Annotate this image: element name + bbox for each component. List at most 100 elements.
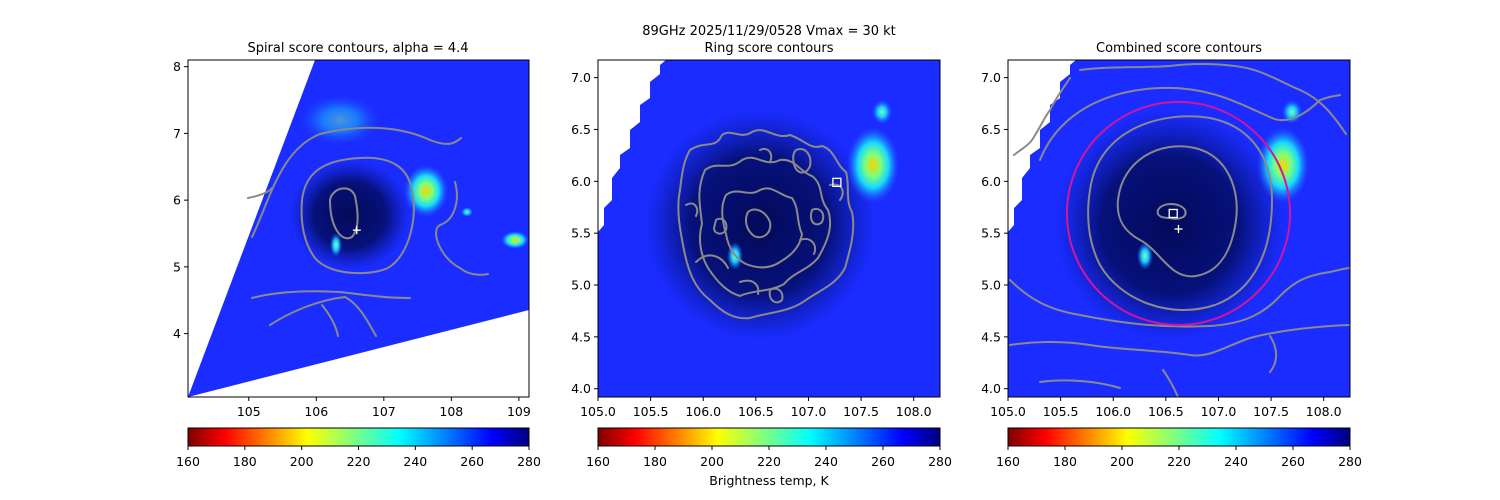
spiral-cyan-spot bbox=[330, 233, 342, 257]
combined-center-plus-marker bbox=[1174, 225, 1183, 234]
ring-ytick-label: 7.0 bbox=[571, 70, 591, 85]
ring-south-band bbox=[598, 318, 940, 397]
ring-ytick-label: 5.5 bbox=[571, 226, 591, 241]
colorbar-spiral-tick-label: 160 bbox=[176, 454, 200, 469]
combined-ytick-label: 5.5 bbox=[981, 226, 1001, 241]
ring-xtick-label: 106.5 bbox=[738, 404, 774, 419]
ring-xtick-label: 105.5 bbox=[633, 404, 669, 419]
spiral-contours bbox=[247, 126, 489, 337]
combined-contour-5 bbox=[1009, 63, 1350, 397]
combined-cyan-north bbox=[1282, 100, 1302, 124]
colorbar-spiral-ticks: 160 180 200 220 240 260 280 bbox=[176, 446, 541, 469]
combined-contour-inner bbox=[1156, 203, 1187, 220]
spiral-cold-core bbox=[290, 160, 410, 270]
colorbar-ring-tick-label: 260 bbox=[871, 454, 895, 469]
spiral-contour-west bbox=[247, 187, 273, 199]
panel-spiral-title: Spiral score contours, alpha = 4.4 bbox=[247, 41, 468, 56]
combined-yticks: 4.0 4.5 5.0 5.5 6.0 6.5 7.0 bbox=[981, 70, 1008, 396]
combined-ytick-label: 6.0 bbox=[981, 174, 1001, 189]
ring-ytick-label: 6.0 bbox=[571, 174, 591, 189]
ring-xtick-label: 105.0 bbox=[580, 404, 616, 419]
spiral-contour-south2 bbox=[321, 304, 339, 337]
colorbar-combined-tick-label: 260 bbox=[1281, 454, 1305, 469]
panel-spiral: Spiral score contours, alpha = 4.4 105 10… bbox=[173, 41, 531, 419]
panel-ring: Ring score contours 105.0 105.5 106.0 106.5… bbox=[571, 41, 941, 419]
panel-combined-title: Combined score contours bbox=[1096, 41, 1262, 56]
colorbar-spiral-tick-label: 280 bbox=[517, 454, 541, 469]
colorbar-spiral-tick-label: 220 bbox=[347, 454, 371, 469]
spiral-contour-south bbox=[269, 296, 377, 337]
panel-spiral-frame bbox=[187, 59, 530, 398]
combined-warm-spot bbox=[1257, 127, 1309, 203]
spiral-xtick-label: 106 bbox=[304, 404, 328, 419]
combined-contour-3 bbox=[1087, 115, 1273, 311]
spiral-ytick-label: 8 bbox=[173, 59, 181, 74]
combined-ytick-label: 4.5 bbox=[981, 329, 1001, 344]
combined-cyan-spot bbox=[1137, 242, 1153, 270]
spiral-contour-outer bbox=[251, 126, 489, 299]
combined-xtick-label: 107.0 bbox=[1201, 404, 1237, 419]
ring-ytick-label: 5.0 bbox=[571, 278, 591, 293]
combined-xtick-label: 107.5 bbox=[1253, 404, 1289, 419]
colorbar-combined-tick-label: 240 bbox=[1224, 454, 1248, 469]
ring-yticks: 4.0 4.5 5.0 5.5 6.0 6.5 7.0 bbox=[571, 70, 598, 396]
spiral-markers bbox=[352, 226, 361, 235]
spiral-xtick-label: 107 bbox=[372, 404, 396, 419]
colorbar-combined-bar bbox=[1007, 427, 1351, 447]
colorbar-ring-tick-label: 280 bbox=[928, 454, 952, 469]
combined-xtick-label: 106.0 bbox=[1095, 404, 1131, 419]
panel-ring-title: Ring score contours bbox=[704, 41, 833, 56]
spiral-ytick-label: 6 bbox=[173, 193, 181, 208]
colorbar-combined-tick-label: 160 bbox=[996, 454, 1020, 469]
combined-xticks: 105.0 105.5 106.0 106.5 107.0 107.5 108.0 bbox=[990, 397, 1342, 419]
spiral-warm-spot bbox=[404, 165, 448, 217]
ring-contour-web-3 bbox=[713, 148, 825, 304]
spiral-ytick-label: 4 bbox=[173, 326, 181, 341]
combined-xtick-label: 105.0 bbox=[990, 404, 1026, 419]
combined-markers bbox=[1168, 208, 1183, 234]
spiral-band-north bbox=[300, 95, 380, 145]
colorbar-spiral: 160 180 200 220 240 260 280 bbox=[176, 427, 541, 469]
colorbar-combined-tick-label: 200 bbox=[1110, 454, 1134, 469]
spiral-warm-spot-east bbox=[501, 231, 529, 249]
colorbar-spiral-tick-label: 200 bbox=[290, 454, 314, 469]
combined-contour-4 bbox=[1009, 86, 1350, 328]
ring-ytick-label: 4.0 bbox=[571, 381, 591, 396]
spiral-yticks: 4 5 6 7 8 bbox=[173, 59, 188, 341]
ring-xtick-label: 107.0 bbox=[791, 404, 827, 419]
ring-xtick-label: 107.5 bbox=[843, 404, 879, 419]
colorbar-combined-tick-label: 180 bbox=[1053, 454, 1077, 469]
panel-combined: Combined score contours 105.0 105.5 106.0 1… bbox=[981, 41, 1351, 419]
ring-fit-circle bbox=[1065, 100, 1292, 327]
colorbar-combined-tick-label: 220 bbox=[1167, 454, 1191, 469]
combined-ytick-label: 5.0 bbox=[981, 278, 1001, 293]
colorbar-ring-tick-label: 240 bbox=[814, 454, 838, 469]
ring-cyan-north bbox=[872, 100, 892, 124]
colorbar-ring-tick-label: 200 bbox=[700, 454, 724, 469]
colorbar-spiral-tick-label: 260 bbox=[460, 454, 484, 469]
colorbar-ring-tick-label: 180 bbox=[643, 454, 667, 469]
ring-cold-core bbox=[645, 110, 875, 340]
colorbar-spiral-tick-label: 240 bbox=[403, 454, 427, 469]
combined-xtick-label: 105.5 bbox=[1043, 404, 1079, 419]
spiral-ytick-label: 5 bbox=[173, 259, 181, 274]
ring-contours bbox=[677, 129, 855, 320]
figure-suptitle: 89GHz 2025/11/29/0528 Vmax = 30 kt bbox=[642, 24, 896, 39]
spiral-cyan-dot bbox=[461, 207, 473, 217]
ring-warm-spot bbox=[847, 127, 899, 203]
spiral-center-plus-marker bbox=[352, 226, 361, 235]
colorbar-ring-tick-label: 160 bbox=[586, 454, 610, 469]
ring-contour-web-2 bbox=[698, 156, 832, 297]
ring-square-marker bbox=[832, 177, 842, 188]
colorbar-spiral-tick-label: 180 bbox=[233, 454, 257, 469]
panel-ring-frame bbox=[597, 59, 941, 398]
colorbar-ring: 160 180 200 220 240 260 280 Brightness temp, K bbox=[586, 427, 952, 488]
ring-contour-web-1 bbox=[677, 129, 855, 320]
colorbar-spiral-bar bbox=[187, 427, 530, 447]
colorbar-combined-tick-label: 280 bbox=[1338, 454, 1362, 469]
colorbar-ring-ticks: 160 180 200 220 240 260 280 bbox=[586, 446, 952, 469]
ring-xticks: 105.0 105.5 106.0 106.5 107.0 107.5 108.0 bbox=[580, 397, 932, 419]
combined-ytick-label: 7.0 bbox=[981, 70, 1001, 85]
spiral-ytick-label: 7 bbox=[173, 126, 181, 141]
spiral-contour-middle bbox=[300, 156, 415, 275]
